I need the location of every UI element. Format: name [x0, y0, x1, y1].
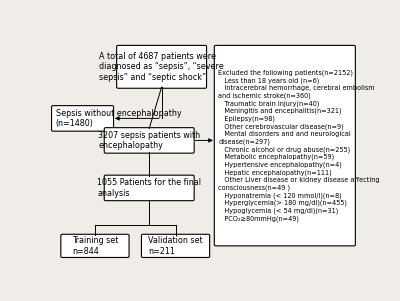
- Text: Sepsis without encephalopathy
(n=1480): Sepsis without encephalopathy (n=1480): [56, 109, 181, 128]
- FancyBboxPatch shape: [52, 106, 114, 131]
- Text: Excluded the following patients(n=2152)
   Less than 18 years old (n=6)
   Intra: Excluded the following patients(n=2152) …: [218, 70, 380, 222]
- FancyBboxPatch shape: [104, 175, 194, 201]
- FancyBboxPatch shape: [142, 234, 210, 257]
- FancyBboxPatch shape: [61, 234, 129, 257]
- Text: A total of 4687 patients were
diagnosed as “sepsis”, “severe
sepsis” and “septic: A total of 4687 patients were diagnosed …: [99, 51, 224, 82]
- Text: Validation set
n=211: Validation set n=211: [148, 236, 203, 256]
- FancyBboxPatch shape: [214, 45, 355, 246]
- FancyBboxPatch shape: [104, 128, 194, 153]
- Text: Training set
n=844: Training set n=844: [72, 236, 118, 256]
- Text: 1055 Patients for the final
analysis: 1055 Patients for the final analysis: [97, 178, 201, 198]
- FancyBboxPatch shape: [117, 45, 206, 88]
- Text: 3207 sepsis patients with
encephalopathy: 3207 sepsis patients with encephalopathy: [98, 131, 200, 150]
